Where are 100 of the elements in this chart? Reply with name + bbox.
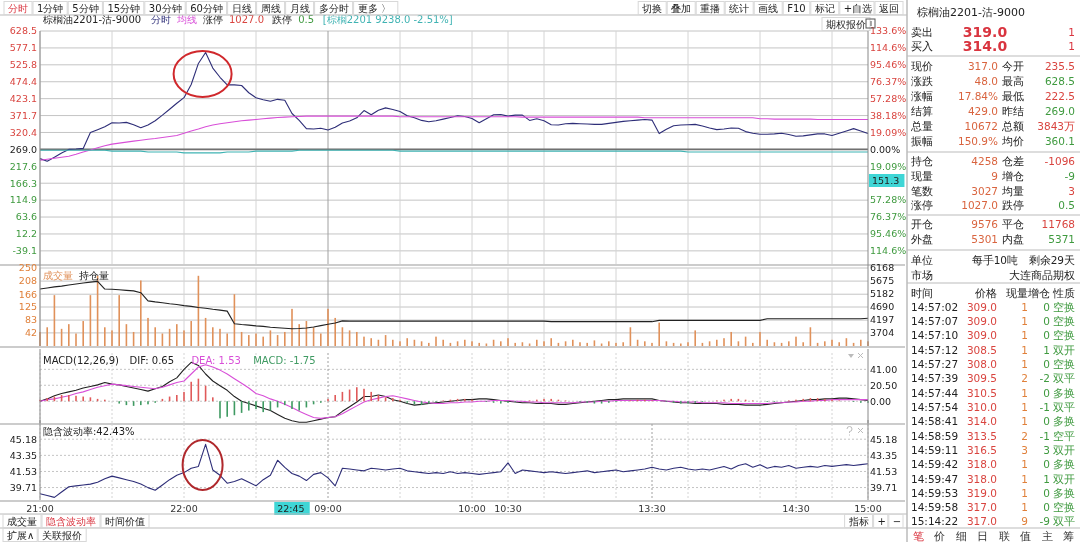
text: 月线: [289, 2, 310, 14]
text: 1027.0: [961, 198, 998, 211]
text: 日线: [231, 2, 252, 14]
text: 0.5: [1058, 198, 1075, 211]
text: 2: [1021, 429, 1028, 442]
text: 235.5: [1044, 59, 1075, 72]
text: 扩展∧: [7, 529, 35, 541]
text: 0: [1043, 314, 1050, 327]
text: 313.5: [966, 429, 997, 442]
text: 1: [1021, 500, 1028, 513]
text: 持仓: [911, 154, 933, 167]
text: 涨停: [911, 198, 933, 211]
text: 期权报价: [826, 18, 866, 30]
text: 涨跌: [911, 74, 933, 87]
text: 309.0: [966, 314, 997, 327]
text: 多换: [1053, 457, 1075, 470]
text: 14:57:12: [911, 343, 959, 356]
text: 均线: [176, 14, 197, 25]
text: 仓差: [1002, 154, 1024, 167]
y2-tick-label: 4197: [870, 314, 895, 326]
text: 309.5: [966, 371, 997, 384]
text: 317.0: [967, 59, 998, 72]
text: 每手10吨: [971, 253, 1018, 266]
y2-tick-label: 19.09%: [870, 126, 907, 138]
text: 3027: [971, 184, 998, 197]
text: 时间: [911, 286, 933, 299]
text: -9: [1064, 169, 1075, 182]
y-tick-label: 83: [24, 314, 37, 326]
series-label: 持仓量: [79, 270, 109, 281]
text: 画线: [758, 2, 779, 14]
x-tick-label: 09:00: [314, 503, 342, 514]
text: 空换: [1053, 500, 1075, 513]
text: 14:57:44: [911, 386, 959, 399]
text: 成交量: [7, 515, 37, 527]
text: -2: [1039, 371, 1050, 384]
text: 振幅: [911, 134, 933, 147]
text: 筹: [1063, 529, 1074, 542]
series-label: 成交量: [43, 270, 73, 281]
text: 1: [1043, 343, 1050, 356]
y-tick-label: 114.9: [9, 194, 37, 206]
text: 360.1: [1044, 134, 1075, 147]
text: 3: [1043, 443, 1050, 456]
text: 14:57:10: [911, 328, 959, 341]
x-tick-label: 14:30: [782, 503, 810, 514]
text: 最高: [1002, 74, 1024, 87]
y-tick-label: 45.18: [9, 433, 37, 445]
text: 双平: [1053, 400, 1075, 413]
y-tick-label: 0.00: [870, 395, 892, 407]
text: 314.0: [962, 37, 1008, 54]
text: 310.5: [966, 386, 997, 399]
text: 双平: [1053, 371, 1075, 384]
text: 314.0: [966, 414, 997, 427]
text: 最低: [1002, 89, 1024, 102]
text: 14:57:02: [911, 300, 959, 313]
text: 0: [1043, 328, 1050, 341]
text: 单位: [911, 253, 933, 266]
text: 均价: [1001, 134, 1024, 147]
y-tick-label: 166.3: [9, 177, 37, 189]
text: 9: [1021, 514, 1028, 527]
text: 周线: [260, 2, 281, 14]
y2-tick-label: 95.46%: [870, 59, 907, 71]
text: 值: [1020, 529, 1031, 542]
chart-subtitle: 涨停 1027.0 跌停 0.5: [203, 14, 315, 25]
text: 1: [1043, 472, 1050, 485]
text: 0: [1043, 500, 1050, 513]
text: 17.84%: [957, 89, 999, 102]
y-tick-label: 43.35: [9, 449, 37, 461]
text: 联: [998, 529, 1010, 542]
text: 内盘: [1002, 232, 1024, 245]
y2-tick-label: 4690: [870, 301, 895, 313]
text: 空换: [1053, 328, 1075, 341]
text: 1: [1068, 25, 1075, 38]
text: 双开: [1053, 343, 1075, 356]
text: 0: [1043, 414, 1050, 427]
y2-tick-label: 5182: [870, 288, 895, 300]
text: 1: [1021, 472, 1028, 485]
text: 0: [1043, 300, 1050, 313]
text: 性质: [1052, 286, 1075, 299]
y-tick-label: 42: [24, 327, 37, 339]
text: 48.0: [974, 74, 998, 87]
text: 统计: [729, 2, 750, 14]
text: 主: [1041, 529, 1053, 542]
text: 1: [1021, 328, 1028, 341]
text: 更多 〉: [357, 2, 391, 14]
text: 628.5: [1044, 74, 1075, 87]
y2-tick-label: 3704: [870, 327, 895, 339]
text: 14:59:47: [911, 472, 959, 485]
text: 结算: [911, 104, 933, 117]
text: 多换: [1053, 386, 1075, 399]
text: 0: [1043, 386, 1050, 399]
x-tick-label: 22:00: [170, 503, 198, 514]
text: 双开: [1053, 443, 1075, 456]
text: 市场: [911, 268, 933, 281]
text: -1: [1039, 400, 1050, 413]
y-tick-label: 63.6: [15, 211, 37, 223]
text: 价格: [974, 286, 997, 299]
y2-tick-label: 0.00%: [870, 143, 901, 155]
text: 5371: [1048, 232, 1075, 245]
text: 151.3: [872, 175, 900, 186]
y-tick-label: 577.1: [9, 42, 37, 54]
